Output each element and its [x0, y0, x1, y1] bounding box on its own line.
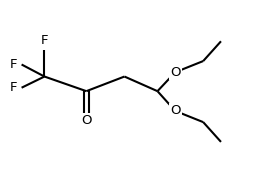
Text: F: F: [10, 81, 18, 94]
Text: F: F: [41, 34, 48, 47]
Text: O: O: [81, 114, 92, 127]
Text: F: F: [10, 58, 18, 71]
Text: O: O: [170, 66, 181, 79]
Text: O: O: [170, 104, 181, 117]
